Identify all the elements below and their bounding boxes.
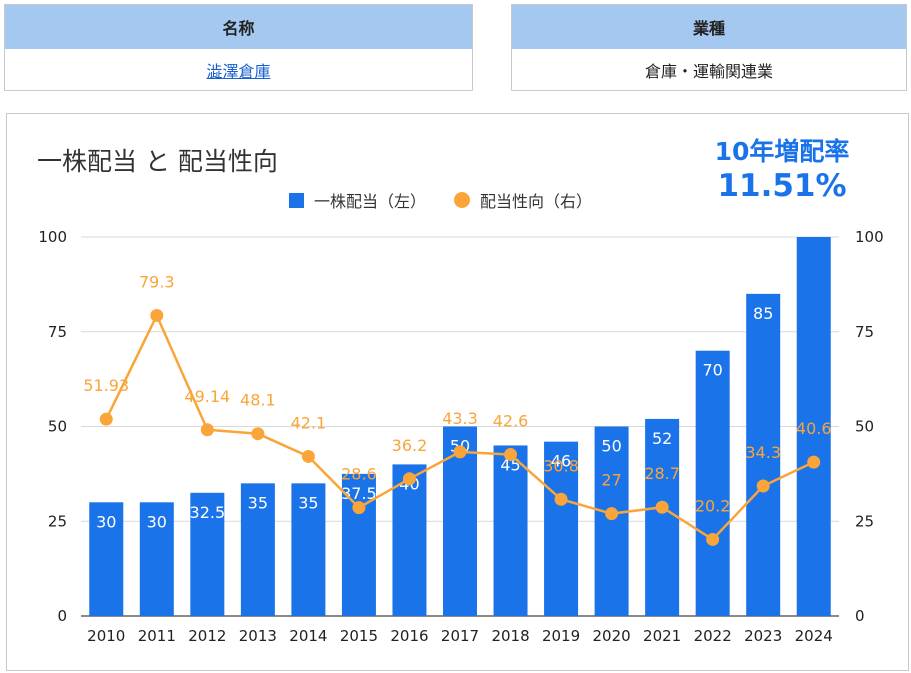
dividend-bar xyxy=(190,492,225,616)
dividend-bar xyxy=(291,483,326,616)
x-tick-label: 2017 xyxy=(441,627,479,645)
line-data-label: 49.14 xyxy=(184,387,230,406)
x-tick-label: 2022 xyxy=(694,627,732,645)
line-data-label: 79.3 xyxy=(139,272,175,291)
x-tick-label: 2016 xyxy=(390,627,428,645)
line-data-label: 51.93 xyxy=(83,376,129,395)
bar-data-label: 30 xyxy=(96,512,116,531)
company-name-cell: 澁澤倉庫 xyxy=(5,49,472,90)
dividend-bar xyxy=(392,464,427,616)
line-data-label: 28.7 xyxy=(644,464,680,483)
payout-ratio-point xyxy=(504,448,518,462)
dividend-bar xyxy=(493,445,528,616)
industry-header: 業種 xyxy=(512,5,906,49)
bar-data-label: 30 xyxy=(147,512,167,531)
payout-ratio-point xyxy=(807,455,821,469)
payout-ratio-point xyxy=(706,532,720,546)
x-tick-label: 2015 xyxy=(340,627,378,645)
line-data-label: 30.8 xyxy=(543,456,579,475)
x-tick-label: 2012 xyxy=(188,627,226,645)
bar-data-label: 46 xyxy=(551,452,571,471)
y-right-tick-label: 100 xyxy=(855,228,884,246)
line-data-label: 28.6 xyxy=(341,465,377,484)
line-data-label: 36.2 xyxy=(392,436,428,455)
x-tick-label: 2013 xyxy=(239,627,277,645)
dividend-chart-panel: 0 0 25 25 50 50 75 75 100 100 2010 2011 2012 2013 2014… xyxy=(6,113,909,671)
industry-value: 倉庫・運輸関連業 xyxy=(644,61,773,81)
line-data-label: 40.6 xyxy=(796,419,832,438)
payout-ratio-point xyxy=(200,423,214,437)
growth-rate-value: 11.51% xyxy=(717,168,847,204)
payout-ratio-point xyxy=(402,472,416,486)
payout-ratio-point xyxy=(99,412,113,426)
dividend-bar xyxy=(645,418,680,616)
y-right-tick-label: 75 xyxy=(855,323,874,341)
y-left-tick-label: 25 xyxy=(48,512,67,530)
line-data-label: 34.3 xyxy=(745,443,781,462)
payout-ratio-point xyxy=(352,501,366,515)
bar-data-label: 35 xyxy=(248,493,268,512)
chart-legend: 一株配当（左） 配当性向（右） xyxy=(289,188,592,212)
bar-data-label: 85 xyxy=(753,304,773,323)
x-tick-label: 2024 xyxy=(795,627,833,645)
legend-bar-label: 一株配当（左） xyxy=(314,192,427,211)
company-name-link[interactable]: 澁澤倉庫 xyxy=(206,61,271,81)
y-left-tick-label: 100 xyxy=(38,228,67,246)
growth-rate-label: 10年増配率 xyxy=(714,137,850,166)
dividend-bar xyxy=(695,350,730,616)
line-data-label: 42.6 xyxy=(493,412,529,431)
legend-line-swatch xyxy=(454,192,471,208)
payout-ratio-point xyxy=(453,445,467,459)
y-left-tick-label: 50 xyxy=(48,418,67,436)
line-data-label: 43.3 xyxy=(442,409,478,428)
payout-ratio-point xyxy=(554,492,568,506)
y-left-tick-label: 0 xyxy=(57,607,67,625)
y-right-tick-label: 50 xyxy=(855,418,874,436)
dividend-bar xyxy=(544,441,579,616)
x-tick-label: 2021 xyxy=(643,627,681,645)
x-tick-label: 2014 xyxy=(289,627,327,645)
x-tick-label: 2019 xyxy=(542,627,580,645)
company-name-header: 名称 xyxy=(5,5,472,49)
dividend-chart: 0 0 25 25 50 50 75 75 100 100 2010 2011 2012 2013 2014… xyxy=(38,228,884,645)
dividend-bar xyxy=(240,483,275,616)
x-tick-label: 2023 xyxy=(744,627,782,645)
line-data-label: 27 xyxy=(601,471,621,490)
y-left-tick-label: 75 xyxy=(48,323,67,341)
payout-ratio-point xyxy=(150,308,164,322)
line-data-label: 48.1 xyxy=(240,391,276,410)
payout-ratio-point xyxy=(605,507,619,521)
x-tick-label: 2010 xyxy=(87,627,125,645)
x-tick-label: 2020 xyxy=(593,627,631,645)
industry-box: 業種 倉庫・運輸関連業 xyxy=(511,4,907,91)
bar-data-label: 35 xyxy=(298,493,318,512)
dividend-bar xyxy=(89,502,124,616)
payout-ratio-point xyxy=(756,479,770,493)
y-right-tick-label: 0 xyxy=(855,607,865,625)
line-data-label: 42.1 xyxy=(291,413,327,432)
legend-line-label: 配当性向（右） xyxy=(480,192,593,211)
x-tick-label: 2018 xyxy=(491,627,529,645)
bar-data-label: 52 xyxy=(652,429,672,448)
line-data-label: 20.2 xyxy=(695,496,731,515)
y-right-tick-label: 25 xyxy=(855,512,874,530)
payout-ratio-point xyxy=(655,500,669,514)
company-name-box: 名称 澁澤倉庫 xyxy=(4,4,473,91)
bar-data-label: 32.5 xyxy=(190,503,226,522)
payout-ratio-point xyxy=(251,427,265,441)
payout-ratio-point xyxy=(301,449,315,463)
dividend-bar xyxy=(594,426,629,616)
bar-data-label: 70 xyxy=(702,361,722,380)
dividend-bar xyxy=(796,237,831,616)
legend-bar-swatch xyxy=(289,192,304,208)
dividend-bar xyxy=(139,502,174,616)
dividend-bar xyxy=(746,293,781,616)
x-tick-label: 2011 xyxy=(138,627,176,645)
chart-title: 一株配当 と 配当性向 xyxy=(37,147,278,176)
bar-data-label: 50 xyxy=(601,437,621,456)
